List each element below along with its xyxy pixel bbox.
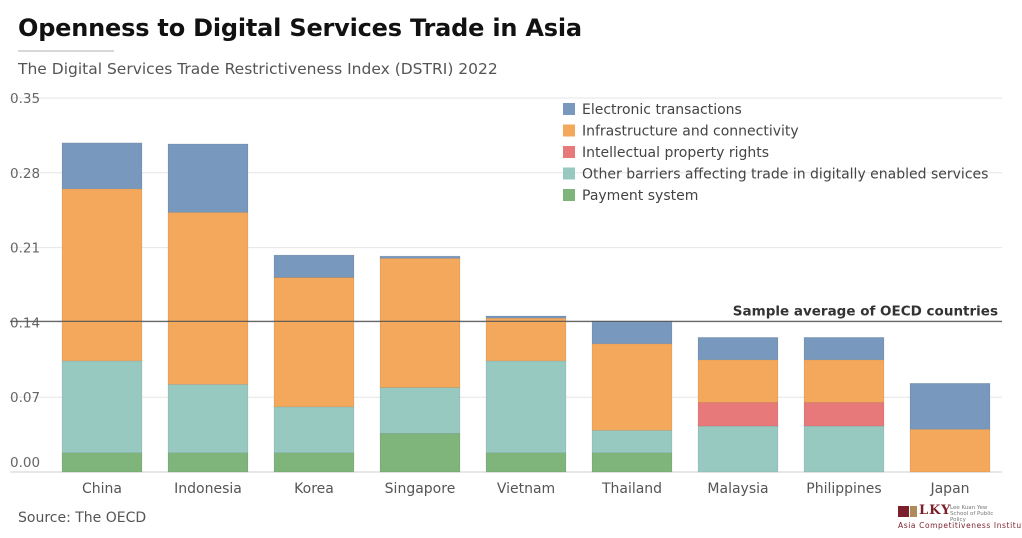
y-tick-label: 0.21 [10, 241, 40, 257]
bar-segment-vietnam-electronic-transactions[interactable] [485, 315, 567, 319]
reference-line-group: Sample average of OECD countries [10, 303, 1002, 322]
x-tick-label-korea: Korea [294, 481, 334, 497]
title-divider [18, 50, 114, 52]
bar-segment-malaysia-intellectual-property-rights[interactable] [697, 402, 779, 427]
x-axis-labels: China Indonesia Korea Singapore Vietnam Thail… [82, 481, 970, 497]
y-tick-label: 0.35 [10, 91, 40, 107]
bar-segment-china-other-barriers-affecting-trade-in-digitally-enabled-services[interactable] [61, 360, 143, 454]
logo-institute-name: Asia Competitiveness Institute [898, 521, 1022, 530]
bar-segment-vietnam-infrastructure-and-connectivity[interactable] [485, 317, 567, 362]
bar-segment-korea-payment-system[interactable] [273, 452, 355, 473]
bar-segment-singapore-electronic-transactions[interactable] [379, 255, 461, 259]
bar-segment-china-electronic-transactions[interactable] [61, 142, 143, 190]
bar-segment-japan-infrastructure-and-connectivity[interactable] [909, 428, 991, 473]
bar-segment-singapore-payment-system[interactable] [379, 433, 461, 473]
legend: Electronic transactions Infrastructure an… [563, 102, 988, 204]
bar-segment-indonesia-payment-system[interactable] [167, 452, 249, 473]
bar-segment-china-payment-system[interactable] [61, 452, 143, 473]
bar-segment-korea-electronic-transactions[interactable] [273, 254, 355, 278]
logo-initials: LKY [919, 503, 952, 518]
x-tick-label-japan: Japan [929, 481, 969, 497]
legend-label-electronic-transactions: Electronic transactions [582, 102, 742, 118]
reference-line-label: Sample average of OECD countries [733, 303, 998, 319]
y-tick-label: 0.07 [10, 390, 40, 406]
bar-segment-singapore-other-barriers-affecting-trade-in-digitally-enabled-services[interactable] [379, 387, 461, 434]
bar-segment-philippines-intellectual-property-rights[interactable] [803, 402, 885, 427]
bar-segment-philippines-electronic-transactions[interactable] [803, 337, 885, 361]
bar-segment-china-infrastructure-and-connectivity[interactable] [61, 188, 143, 362]
bar-segment-vietnam-other-barriers-affecting-trade-in-digitally-enabled-services[interactable] [485, 360, 567, 454]
bar-segment-malaysia-other-barriers-affecting-trade-in-digitally-enabled-services[interactable] [697, 425, 779, 473]
logo-mark [898, 506, 909, 517]
x-tick-label-malaysia: Malaysia [707, 481, 768, 497]
bar-segment-malaysia-electronic-transactions[interactable] [697, 337, 779, 361]
bar-segment-thailand-other-barriers-affecting-trade-in-digitally-enabled-services[interactable] [591, 430, 673, 454]
institute-logo: LKY Lee Kuan Yew School of Public Policy… [898, 503, 1022, 531]
y-tick-label: 0.14 [10, 315, 40, 331]
legend-swatch-payment-system [563, 189, 575, 201]
bar-segment-indonesia-infrastructure-and-connectivity[interactable] [167, 212, 249, 385]
x-tick-label-indonesia: Indonesia [174, 481, 242, 497]
legend-label-payment-system: Payment system [582, 188, 698, 204]
bar-segment-indonesia-other-barriers-affecting-trade-in-digitally-enabled-services[interactable] [167, 384, 249, 454]
legend-label-intellectual-property-rights: Intellectual property rights [582, 145, 769, 161]
bar-segment-korea-infrastructure-and-connectivity[interactable] [273, 277, 355, 408]
legend-swatch-electronic-transactions [563, 103, 575, 115]
chart-subtitle: The Digital Services Trade Restrictivene… [18, 60, 498, 78]
legend-swatch-infrastructure-and-connectivity [563, 124, 575, 137]
bar-segment-singapore-infrastructure-and-connectivity[interactable] [379, 257, 461, 388]
chart-title: Openness to Digital Services Trade in As… [18, 14, 582, 42]
bar-segment-thailand-payment-system[interactable] [591, 452, 673, 473]
bar-segment-indonesia-electronic-transactions[interactable] [167, 143, 249, 213]
bar-segment-philippines-infrastructure-and-connectivity[interactable] [803, 359, 885, 403]
legend-label-other-barriers-affecting-trade-in-digitally-enabled-services: Other barriers affecting trade in digita… [582, 167, 988, 183]
legend-swatch-intellectual-property-rights [563, 146, 575, 158]
y-tick-label: 0.00 [10, 455, 40, 471]
y-tick-label: 0.28 [10, 166, 40, 182]
bar-segment-japan-electronic-transactions[interactable] [909, 383, 991, 430]
legend-label-infrastructure-and-connectivity: Infrastructure and connectivity [582, 124, 799, 140]
logo-school-name: Lee Kuan Yew School of Public Policy [950, 505, 994, 523]
x-tick-label-thailand: Thailand [601, 481, 662, 497]
bar-segment-korea-other-barriers-affecting-trade-in-digitally-enabled-services[interactable] [273, 406, 355, 454]
x-tick-label-vietnam: Vietnam [497, 481, 555, 497]
bar-segment-vietnam-payment-system[interactable] [485, 452, 567, 473]
logo-mark-accent [910, 506, 917, 517]
y-axis-ticks: 0.00 0.07 0.14 0.21 0.28 0.35 [10, 91, 40, 471]
bar-segment-malaysia-infrastructure-and-connectivity[interactable] [697, 359, 779, 403]
bar-segment-thailand-electronic-transactions[interactable] [591, 321, 673, 345]
legend-swatch-other-barriers-affecting-trade-in-digitally-enabled-services [563, 167, 575, 180]
bar-segment-thailand-infrastructure-and-connectivity[interactable] [591, 343, 673, 431]
x-tick-label-philippines: Philippines [806, 481, 881, 497]
bars [61, 142, 991, 473]
x-tick-label-china: China [82, 481, 122, 497]
source-note: Source: The OECD [18, 510, 147, 526]
x-tick-label-singapore: Singapore [385, 481, 456, 497]
bar-segment-philippines-other-barriers-affecting-trade-in-digitally-enabled-services[interactable] [803, 425, 885, 473]
